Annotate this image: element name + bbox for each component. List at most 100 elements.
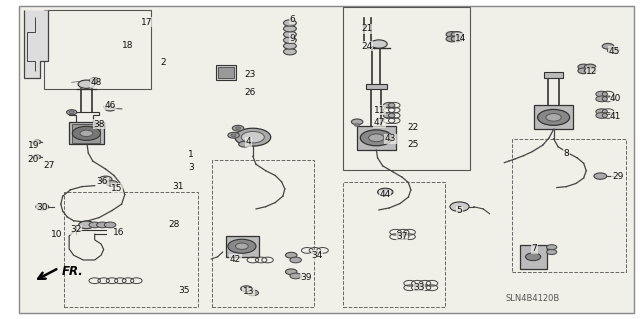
Circle shape: [90, 78, 100, 83]
Bar: [216, 65, 236, 80]
Circle shape: [355, 124, 360, 126]
Circle shape: [290, 257, 301, 263]
Circle shape: [371, 40, 387, 48]
Circle shape: [80, 130, 93, 137]
Circle shape: [446, 36, 458, 42]
Circle shape: [236, 127, 241, 130]
Text: 20: 20: [28, 155, 39, 164]
Circle shape: [99, 176, 112, 182]
Circle shape: [232, 125, 244, 131]
Text: 9: 9: [289, 34, 294, 43]
Text: 40: 40: [610, 94, 621, 103]
Text: 33: 33: [413, 283, 425, 292]
Bar: [534, 105, 573, 129]
Circle shape: [33, 140, 41, 144]
Text: 7: 7: [532, 244, 537, 253]
Circle shape: [241, 131, 264, 143]
Circle shape: [231, 134, 236, 137]
Text: 12: 12: [586, 67, 598, 76]
Text: 18: 18: [122, 41, 134, 50]
Circle shape: [547, 245, 557, 250]
Text: 8: 8: [564, 149, 569, 158]
Text: 44: 44: [380, 190, 391, 199]
Bar: [520, 245, 547, 269]
Circle shape: [584, 68, 596, 74]
Circle shape: [284, 20, 296, 26]
Text: 48: 48: [90, 78, 102, 87]
Text: 14: 14: [455, 34, 467, 43]
Bar: [544, 72, 563, 78]
Circle shape: [284, 26, 296, 32]
Text: 43: 43: [385, 134, 396, 143]
Text: 1: 1: [188, 150, 193, 159]
Bar: [218, 67, 234, 78]
Circle shape: [104, 222, 116, 228]
Circle shape: [69, 111, 74, 114]
Text: 30: 30: [36, 203, 48, 212]
Bar: [357, 126, 396, 150]
Circle shape: [33, 155, 41, 159]
Bar: [72, 124, 100, 143]
Circle shape: [450, 202, 469, 211]
Circle shape: [228, 239, 256, 253]
Text: 36: 36: [97, 177, 108, 186]
Text: 45: 45: [609, 47, 620, 56]
Circle shape: [451, 32, 463, 37]
Bar: [44, 10, 151, 89]
Circle shape: [92, 79, 97, 82]
Circle shape: [239, 141, 250, 147]
Circle shape: [451, 36, 463, 42]
Circle shape: [383, 102, 395, 108]
Text: 31: 31: [172, 182, 184, 191]
Bar: [343, 7, 470, 170]
Circle shape: [284, 31, 296, 38]
Text: 34: 34: [311, 251, 323, 260]
Text: 6: 6: [289, 15, 294, 24]
Text: SLN4B4120B: SLN4B4120B: [506, 294, 560, 303]
Circle shape: [546, 114, 561, 121]
Circle shape: [284, 43, 296, 49]
Circle shape: [228, 132, 239, 138]
Text: 5: 5: [457, 206, 462, 215]
Bar: [512, 139, 626, 272]
Bar: [69, 122, 104, 144]
Circle shape: [383, 113, 395, 118]
Circle shape: [547, 249, 557, 255]
Circle shape: [351, 119, 363, 125]
Circle shape: [596, 96, 607, 102]
Circle shape: [284, 37, 296, 43]
Text: 46: 46: [104, 101, 116, 110]
Circle shape: [594, 173, 607, 179]
Circle shape: [236, 243, 248, 249]
Bar: [226, 236, 259, 257]
Text: 39: 39: [300, 273, 312, 282]
Text: 32: 32: [70, 225, 81, 234]
Bar: [343, 182, 445, 307]
Circle shape: [78, 80, 95, 88]
Circle shape: [235, 128, 271, 146]
Circle shape: [106, 181, 118, 186]
Text: 3: 3: [188, 163, 193, 172]
Circle shape: [72, 126, 100, 140]
Text: FR.: FR.: [62, 265, 84, 278]
Circle shape: [290, 273, 301, 279]
PathPatch shape: [24, 10, 48, 78]
Text: 15: 15: [111, 184, 123, 193]
Circle shape: [602, 43, 614, 49]
Text: 47: 47: [374, 118, 385, 127]
Text: 23: 23: [244, 70, 255, 79]
Text: 24: 24: [362, 42, 373, 51]
Circle shape: [596, 109, 607, 115]
Circle shape: [360, 130, 392, 146]
Circle shape: [79, 221, 94, 229]
Circle shape: [285, 269, 297, 275]
Text: 29: 29: [612, 172, 623, 181]
Bar: [212, 160, 314, 307]
Text: 10: 10: [51, 230, 62, 239]
Text: 38: 38: [93, 120, 105, 129]
Text: 22: 22: [407, 123, 419, 132]
Circle shape: [584, 64, 596, 70]
Text: 4: 4: [246, 137, 251, 146]
Text: 28: 28: [168, 220, 180, 229]
Circle shape: [607, 48, 619, 53]
